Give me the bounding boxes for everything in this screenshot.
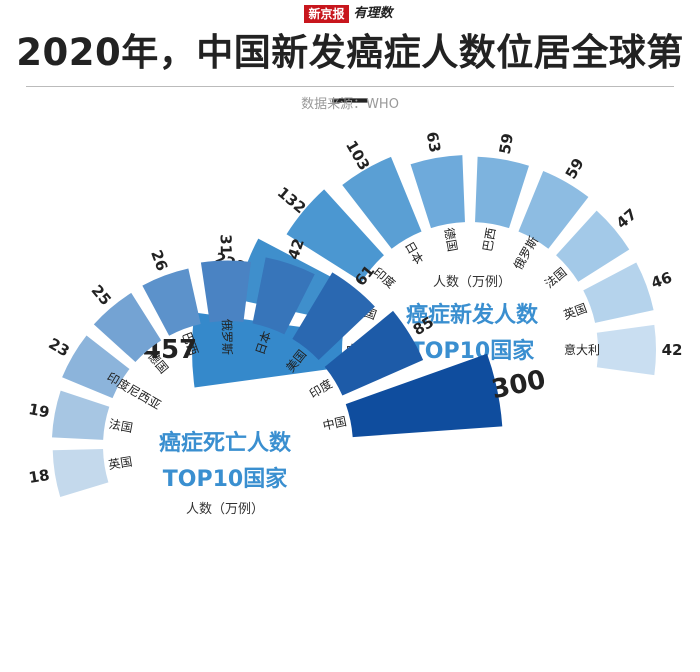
new-cases-category-label: 巴西 [480, 227, 498, 253]
data-source: 数据来源：WHO [301, 97, 399, 112]
new-cases-value-label: 47 [613, 205, 641, 232]
brand-column: 有理数 [353, 6, 393, 21]
new-cases-title: 癌症新发人数 [406, 302, 539, 328]
deaths-bar [142, 268, 201, 336]
deaths-title: 癌症死亡人数 [159, 430, 292, 456]
deaths-bar [345, 353, 503, 438]
deaths-bar [292, 272, 375, 360]
new-cases-bar [518, 170, 589, 249]
deaths-category-label: 印度 [306, 376, 334, 401]
deaths-value-label: 300 [489, 365, 548, 406]
new-cases-bar [286, 189, 384, 282]
new-cases-category-label: 俄罗斯 [511, 234, 541, 272]
deaths-value-label: 31 [217, 234, 235, 255]
deaths-value-label: 18 [27, 466, 50, 487]
deaths-bar [252, 257, 315, 335]
deaths-subtitle: TOP10国家 [163, 466, 288, 492]
deaths-category-label: 中国 [321, 413, 348, 433]
deaths-value-label: 25 [88, 281, 115, 309]
new-cases-bar [475, 156, 529, 229]
new-cases-bar [556, 210, 630, 282]
deaths-bar [52, 449, 109, 497]
deaths-value-label: 23 [46, 334, 73, 360]
brand-logo: 新京报 有理数 [0, 4, 700, 24]
page-title: 2020年，中国新发癌症人数位居全球第一 [16, 31, 684, 124]
new-cases-bar [410, 155, 465, 229]
deaths-bar [200, 260, 251, 323]
deaths-bar [324, 310, 424, 396]
deaths-category-label: 英国 [107, 455, 133, 473]
deaths-value-label: 42 [284, 236, 308, 262]
deaths-chart: 癌症死亡人数 TOP10国家 人数（万例） 中国300印度85美国61日本42俄… [27, 234, 548, 517]
title-divider [26, 86, 674, 87]
new-cases-category-label: 印度 [371, 264, 399, 291]
new-cases-category-label: 日本 [402, 239, 426, 267]
deaths-bar [62, 335, 130, 399]
deaths-value-label: 19 [27, 400, 51, 422]
new-cases-value-label: 63 [423, 130, 444, 154]
new-cases-category-label: 德国 [442, 226, 461, 252]
new-cases-unit-label: 人数（万例） [433, 275, 511, 290]
new-cases-value-label: 59 [496, 132, 517, 156]
brand-name: 新京报 [304, 5, 349, 23]
new-cases-bar [342, 156, 422, 249]
deaths-category-label: 法国 [108, 417, 134, 435]
deaths-bar [93, 292, 162, 363]
new-cases-value-label: 46 [649, 268, 675, 292]
new-cases-category-label: 意大利 [564, 342, 600, 357]
new-cases-bar [583, 262, 654, 323]
new-cases-bar [596, 324, 657, 376]
deaths-bar [51, 390, 110, 440]
new-cases-category-label: 法国 [542, 265, 569, 291]
new-cases-value-label: 42 [662, 341, 683, 359]
deaths-value-label: 26 [147, 248, 171, 274]
deaths-unit-label: 人数（万例） [186, 502, 264, 517]
deaths-category-label: 俄罗斯 [220, 319, 234, 355]
new-cases-value-label: 59 [562, 155, 588, 182]
new-cases-category-label: 英国 [562, 301, 589, 322]
